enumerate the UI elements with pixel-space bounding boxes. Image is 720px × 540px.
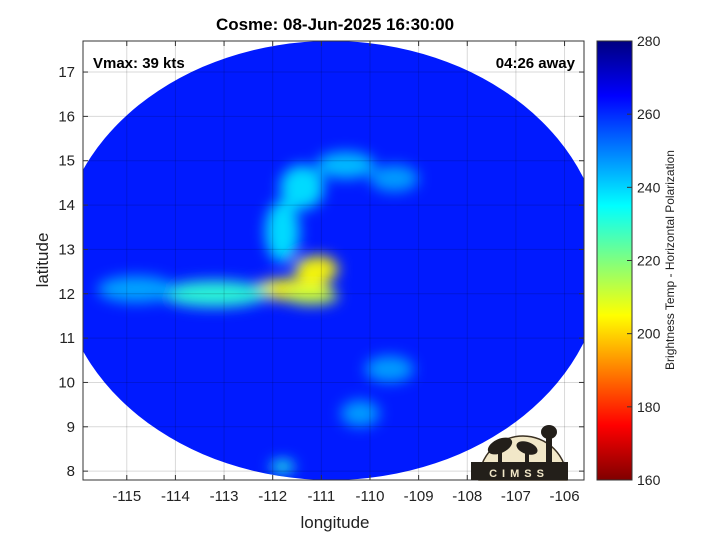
colorbar-tick-label: 280 <box>637 33 661 49</box>
x-tick-label: -108 <box>452 488 482 505</box>
y-axis-label: latitude <box>33 233 52 288</box>
x-tick-label: -110 <box>356 488 385 505</box>
vmax-annotation: Vmax: 39 kts <box>93 55 185 72</box>
feature-spiral-1 <box>265 200 300 263</box>
x-tick-label: -112 <box>258 488 287 505</box>
feature-spiral-2 <box>279 165 324 210</box>
x-tick-label: -115 <box>112 488 141 505</box>
feature-inner-eyewall <box>294 256 339 283</box>
x-tick-label: -109 <box>404 488 434 505</box>
logo-tower-tank-icon <box>541 425 557 439</box>
x-axis-label: longitude <box>300 513 369 532</box>
colorbar-tick-label: 240 <box>637 179 661 195</box>
swath-group <box>83 41 584 480</box>
feature-far-west-band <box>97 276 176 303</box>
logo-text: CIMSS <box>489 468 549 480</box>
feature-layer <box>97 151 419 474</box>
colorbar-tick-label: 160 <box>637 472 661 488</box>
y-tick-label: 16 <box>58 108 75 125</box>
y-tick-label: 17 <box>58 64 75 81</box>
feature-south-streak-2 <box>340 400 380 427</box>
x-tick-label: -107 <box>501 488 531 505</box>
feature-spiral-3 <box>316 151 375 179</box>
feature-spiral-4 <box>369 165 419 192</box>
y-tick-label: 8 <box>67 463 75 480</box>
y-tick-label: 11 <box>59 330 75 347</box>
y-axis-ticks: 8 9 10 11 12 13 14 15 16 17 <box>58 64 584 480</box>
y-tick-label: 15 <box>58 153 75 170</box>
colorbar-tick-label: 200 <box>637 326 661 342</box>
feature-west-band <box>160 280 268 308</box>
x-tick-label: -113 <box>210 488 239 505</box>
y-tick-label: 14 <box>58 197 75 214</box>
plot-frame <box>82 40 585 481</box>
colorbar-tick-label: 180 <box>637 399 661 415</box>
time-away-annotation: 04:26 away <box>496 55 576 72</box>
logo-dish-stand <box>498 446 502 462</box>
feature-south-streak-1 <box>365 355 414 383</box>
y-tick-label: 10 <box>58 374 75 391</box>
colorbar-tick-label: 260 <box>637 106 661 122</box>
feature-south-arc <box>284 287 339 305</box>
y-tick-label: 13 <box>58 241 75 258</box>
colorbar <box>597 41 632 480</box>
colorbar-ticks: 160 180 200 220 240 260 280 <box>627 33 661 488</box>
logo-tower <box>546 438 552 462</box>
logo-dish-stand-2 <box>525 448 529 462</box>
cimss-logo: CIMSS <box>471 425 568 481</box>
colorbar-label: Brightness Temp - Horizontal Polarizatio… <box>663 150 677 370</box>
logo-band <box>471 462 568 480</box>
feature-bottom-spot <box>270 460 295 474</box>
swath-disk <box>83 41 584 480</box>
x-axis-ticks: -115 -114 -113 -112 -111 -110 -109 -108 -107 -106 <box>112 41 580 505</box>
colorbar-tick-label: 220 <box>637 253 661 269</box>
grid-lines <box>83 41 584 480</box>
y-tick-label: 9 <box>67 419 75 436</box>
x-tick-label: -106 <box>550 488 580 505</box>
x-tick-label: -114 <box>161 488 190 505</box>
chart-title: Cosme: 08-Jun-2025 16:30:00 <box>216 15 454 34</box>
y-tick-label: 12 <box>58 286 75 303</box>
x-tick-label: -111 <box>307 488 335 505</box>
